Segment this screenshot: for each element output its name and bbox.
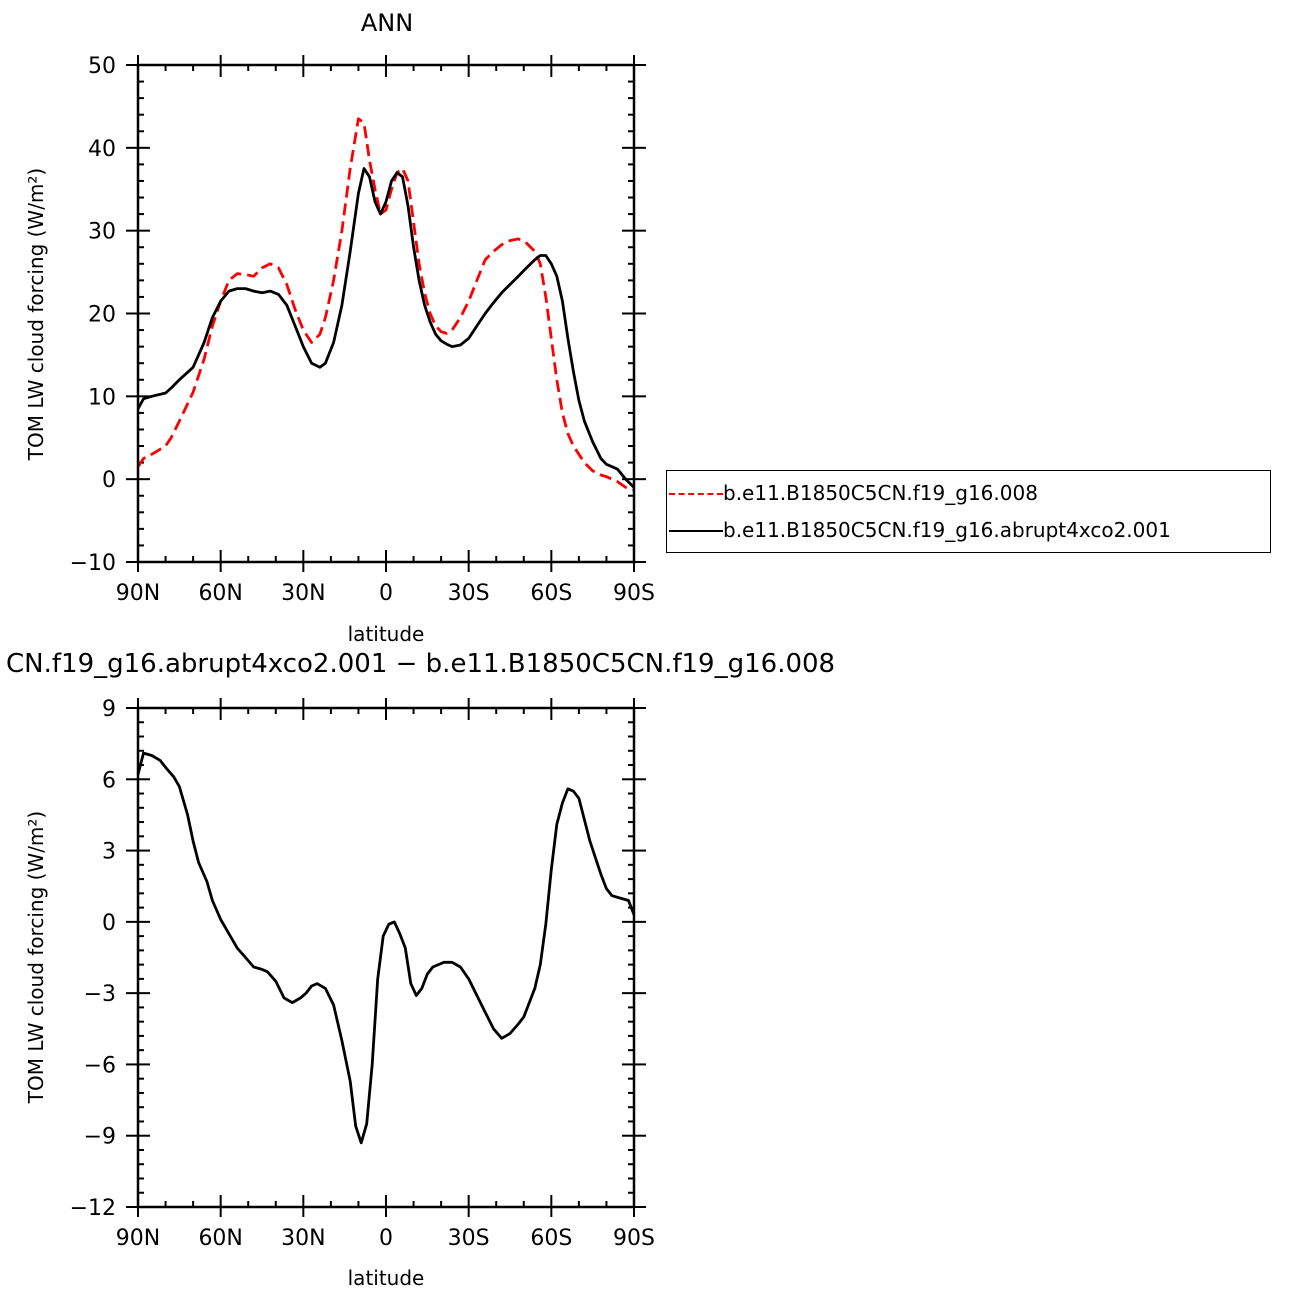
bottom-series-lines [136, 751, 636, 1145]
top-series-lines [136, 117, 635, 492]
legend-swatch-solid-black [669, 530, 723, 532]
x-tick-label: 90N [116, 1226, 160, 1251]
legend-label-control: b.e11.B1850C5CN.f19_g16.008 [723, 481, 1038, 505]
y-tick-label: 0 [102, 911, 116, 936]
y-tick-label: 6 [102, 768, 116, 793]
x-tick-label: 90S [613, 1226, 655, 1251]
x-tick-label: 30S [448, 581, 490, 606]
x-tick-label: 60S [530, 581, 572, 606]
y-tick-label: 30 [88, 220, 116, 245]
x-tick-label: 90S [613, 581, 655, 606]
y-tick-label: 20 [88, 303, 116, 328]
legend-label-abrupt4xco2: b.e11.B1850C5CN.f19_g16.abrupt4xco2.001 [723, 518, 1171, 542]
panel-top-chart: ANN 90N 60N 30N 0 30S 60S 90S −10 0 10 20 30 40 50 la… [24, 9, 655, 646]
legend-entry-control: b.e11.B1850C5CN.f19_g16.008 [667, 479, 1270, 509]
y-tick-label: 9 [102, 697, 116, 722]
y-tick-label: 0 [102, 468, 116, 493]
y-tick-label: 3 [102, 840, 116, 865]
x-tick-label: 60N [198, 581, 242, 606]
y-tick-label: −9 [84, 1125, 116, 1150]
x-tick-label: 30N [281, 1226, 325, 1251]
bottom-chart-title: CN.f19_g16.abrupt4xco2.001 − b.e11.B1850… [6, 649, 835, 679]
series-line-solid-1 [136, 167, 635, 489]
top-y-axis-label: TOM LW cloud forcing (W/m²) [24, 168, 48, 462]
series-line-solid-0 [136, 751, 636, 1145]
legend-swatch-dashed-red [669, 493, 723, 495]
y-tick-label: −12 [70, 1196, 116, 1221]
top-tick-labels: 90N 60N 30N 0 30S 60S 90S −10 0 10 20 30 40 50 [70, 54, 655, 606]
x-tick-label: 60S [530, 1226, 572, 1251]
bottom-ticks [126, 698, 646, 1217]
legend: b.e11.B1850C5CN.f19_g16.008 b.e11.B1850C… [666, 470, 1271, 553]
x-tick-label: 30N [281, 581, 325, 606]
bottom-x-axis-label: latitude [348, 1266, 425, 1290]
y-tick-label: 50 [88, 54, 116, 79]
y-tick-label: −3 [84, 982, 116, 1007]
x-tick-label: 0 [379, 1226, 393, 1251]
top-chart-title: ANN [361, 9, 413, 37]
x-tick-label: 30S [448, 1226, 490, 1251]
y-tick-label: −6 [84, 1053, 116, 1078]
x-tick-label: 90N [116, 581, 160, 606]
bottom-plot-frame [136, 706, 636, 1209]
y-tick-label: −10 [70, 551, 116, 576]
top-plot-frame [136, 63, 636, 564]
y-tick-label: 40 [88, 137, 116, 162]
top-x-axis-label: latitude [348, 622, 425, 646]
series-line-dashed-0 [136, 117, 635, 492]
panel-bottom-chart: CN.f19_g16.abrupt4xco2.001 − b.e11.B1850… [6, 649, 835, 1290]
x-tick-label: 0 [379, 581, 393, 606]
x-tick-label: 60N [198, 1226, 242, 1251]
top-ticks [126, 55, 646, 572]
bottom-y-axis-label: TOM LW cloud forcing (W/m²) [24, 811, 48, 1105]
bottom-tick-labels: 90N 60N 30N 0 30S 60S 90S −12 −9 −6 −3 0 3 6 9 [70, 697, 655, 1251]
y-tick-label: 10 [88, 385, 116, 410]
legend-entry-abrupt4xco2: b.e11.B1850C5CN.f19_g16.abrupt4xco2.001 [667, 516, 1270, 546]
